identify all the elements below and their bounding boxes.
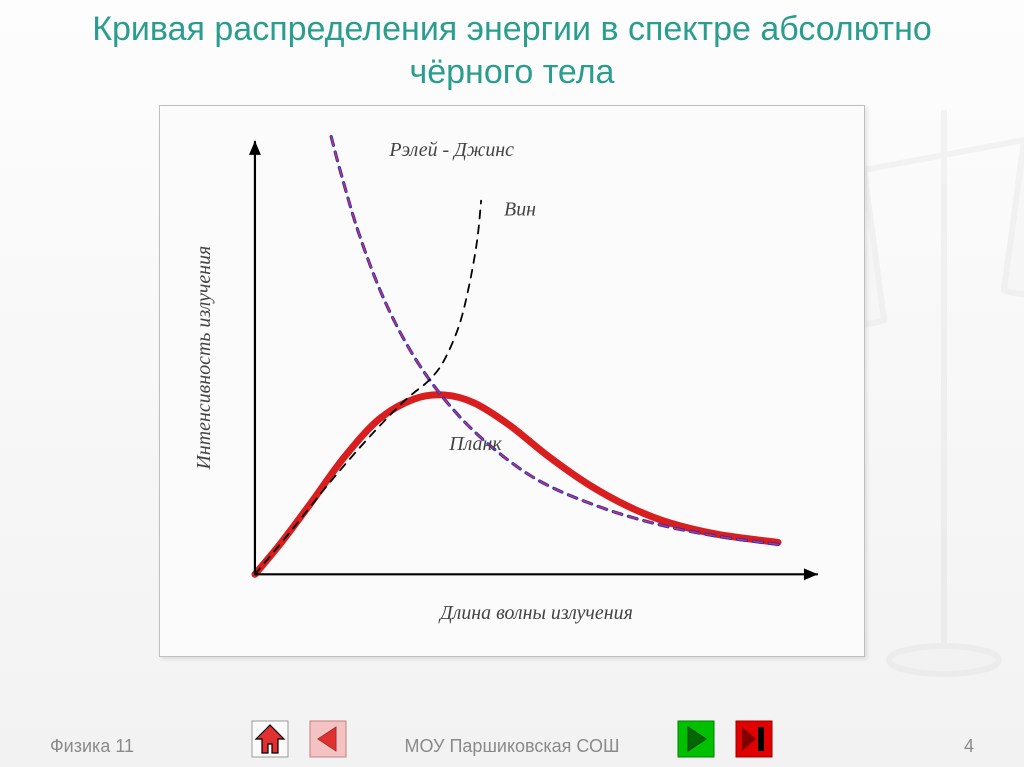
- footer-subject: Физика 11: [50, 736, 230, 757]
- footer-org: МОУ Паршиковская СОШ: [230, 736, 794, 757]
- footer: Физика 11 МОУ Паршиковская СОШ 4: [0, 736, 1024, 757]
- footer-page-number: 4: [794, 736, 974, 757]
- blackbody-spectrum-chart: Рэлей - Джинс Вин Планк Длина волны излучен…: [160, 106, 864, 656]
- svg-text:Длина волны излучения: Длина волны излучения: [438, 602, 633, 624]
- svg-text:Вин: Вин: [504, 199, 536, 221]
- svg-text:Рэлей - Джинс: Рэлей - Джинс: [388, 139, 514, 161]
- svg-text:Планк: Планк: [448, 433, 502, 455]
- slide-title: Кривая распределения энергии в спектре а…: [0, 0, 1024, 93]
- svg-text:Интенсивность излучения: Интенсивность излучения: [193, 246, 215, 471]
- chart-container: Рэлей - Джинс Вин Планк Длина волны излучен…: [159, 105, 865, 657]
